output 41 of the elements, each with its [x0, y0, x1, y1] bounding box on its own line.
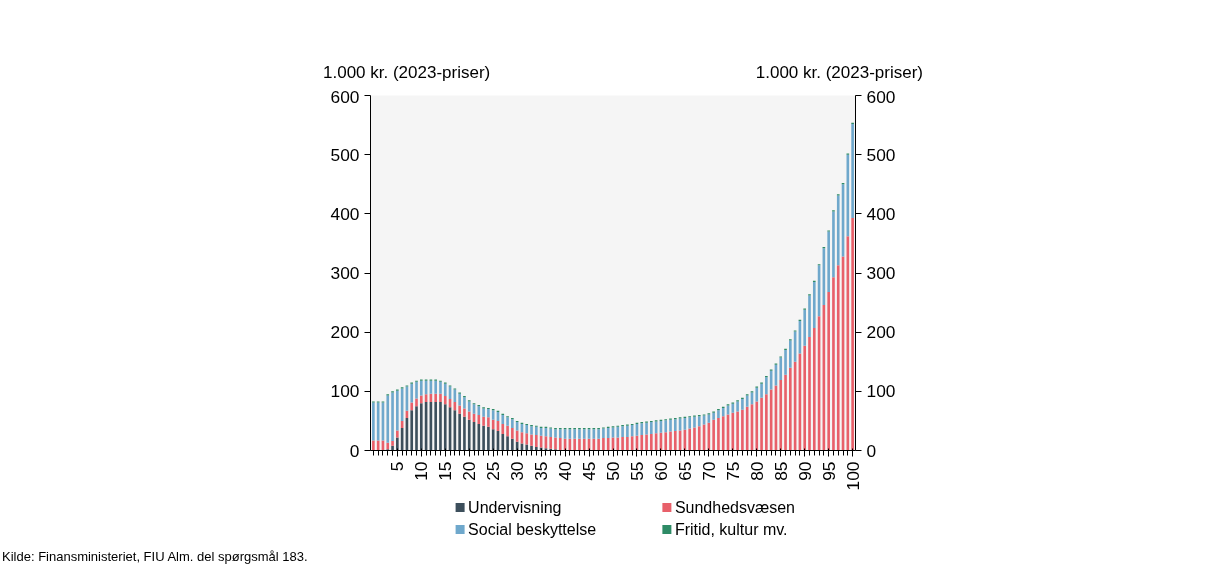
y-tick-label: 0	[349, 440, 360, 461]
legend-label: Social beskyttelse	[468, 521, 597, 538]
x-tick-label: 30	[507, 461, 528, 481]
x-tick-label: 60	[650, 461, 671, 481]
y2-tick-label: 600	[866, 86, 896, 107]
x-tick-label: 80	[746, 461, 767, 481]
y2-tick-label: 500	[866, 144, 896, 165]
x-tick-label: 65	[674, 461, 695, 481]
x-tick-label: 75	[722, 461, 743, 481]
x-tick-label: 15	[435, 461, 456, 481]
y-tick-label: 100	[330, 381, 360, 402]
y2-tick-label: 100	[866, 381, 896, 402]
x-tick-label: 95	[818, 461, 839, 481]
y-tick-label: 300	[330, 263, 360, 283]
y2-tick-label: 200	[866, 322, 896, 343]
y-tick-label: 200	[330, 322, 360, 343]
y-tick-label: 600	[330, 86, 360, 107]
legend-label: Sundhedsvæsen	[674, 499, 795, 516]
x-tick-label: 25	[483, 461, 504, 481]
y-tick-label: 500	[330, 144, 360, 165]
y2-tick-label: 400	[866, 203, 896, 224]
x-tick-label: 70	[698, 461, 719, 481]
legend-label: Fritid, kultur mv.	[674, 521, 788, 538]
y-tick-label: 400	[330, 203, 360, 224]
legend-label: Undervisning	[468, 499, 562, 516]
x-tick-label: 40	[555, 461, 576, 481]
y2-tick-label: 0	[866, 440, 877, 461]
x-tick-label: 85	[770, 461, 791, 481]
x-tick-label: 35	[531, 461, 552, 481]
x-tick-label: 55	[626, 461, 647, 481]
text: Kilde: Finansministeriet, FIU Alm. del spørgsmål 183.	[2, 548, 308, 566]
x-tick-label: 45	[579, 461, 600, 481]
x-tick-label: 100	[842, 461, 863, 491]
x-tick-label: 10	[411, 461, 432, 481]
x-tick-label: 90	[794, 461, 815, 481]
y2-tick-label: 300	[866, 263, 896, 283]
y2-axis-title: 1.000 kr. (2023-priser)	[755, 61, 923, 84]
x-tick-label: 20	[459, 461, 480, 481]
x-tick-label: 5	[387, 461, 408, 472]
y-axis-title: 1.000 kr. (2023-priser)	[323, 61, 491, 84]
x-tick-label: 50	[603, 461, 623, 481]
